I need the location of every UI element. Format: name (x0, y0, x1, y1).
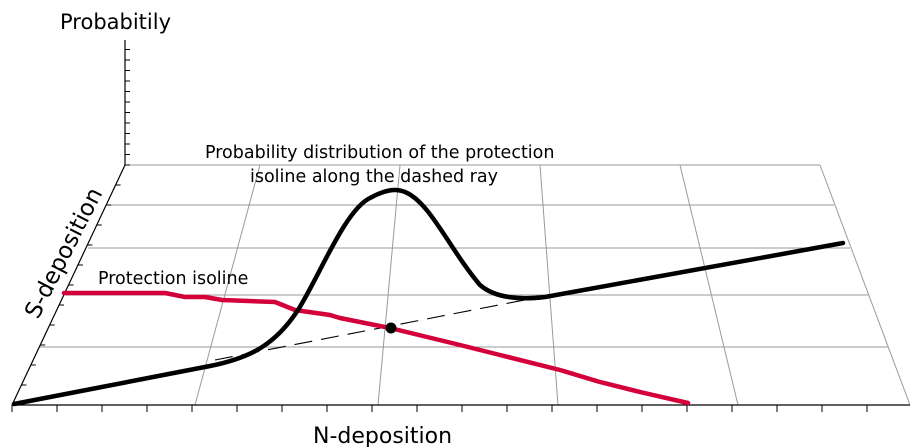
axis-ticks (11, 49, 868, 412)
axes (11, 40, 910, 406)
intersection-point (385, 322, 397, 334)
y-axis-label: S-deposition (20, 184, 108, 323)
probability-curve (11, 187, 846, 407)
annotation-line-1: Probability distribution of the protecti… (205, 143, 554, 163)
protection-isoline (61, 290, 691, 406)
x-axis-label: N-deposition (313, 424, 452, 447)
z-axis-label: Probabitily (60, 10, 171, 34)
grid-receding-line (679, 164, 739, 406)
isoline-label: Protection isoline (98, 269, 248, 289)
dashed-ray (214, 296, 541, 361)
grid-receding-line (819, 164, 910, 406)
annotation-line-2: isoline along the dashed ray (250, 167, 498, 187)
grid-receding-line (377, 164, 401, 406)
grid-receding-line (539, 164, 559, 406)
